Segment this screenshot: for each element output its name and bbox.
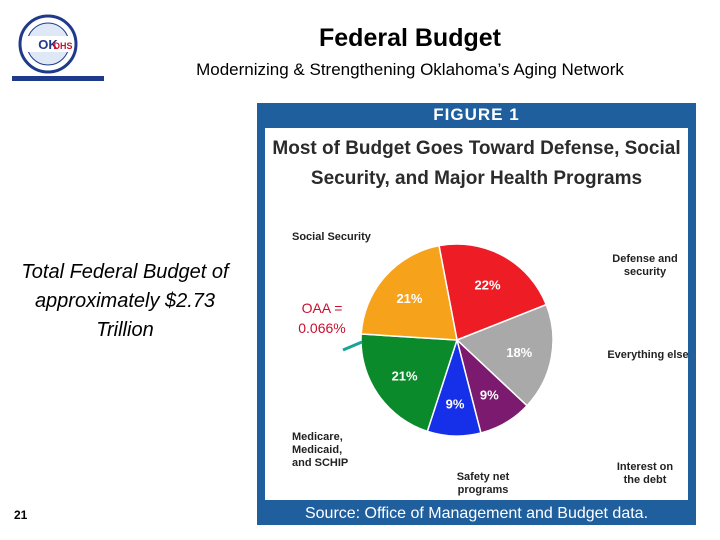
- oaa-arrow: [342, 340, 363, 352]
- oaa-annotation: OAA = 0.066%: [287, 298, 357, 338]
- pie-category-label-2: Everything else: [607, 349, 688, 361]
- pie-slice-2: [455, 303, 554, 407]
- page-title: Federal Budget: [319, 24, 501, 52]
- pie-value-label-5: 21%: [392, 369, 418, 384]
- svg-text:OK: OK: [38, 37, 58, 52]
- pie-category-label-6: Social Security: [292, 231, 372, 243]
- pie-value-label-3: 9%: [480, 388, 499, 403]
- page-number: 21: [14, 508, 28, 522]
- pie-value-label-1: 22%: [475, 277, 501, 292]
- pie-slice-1: [438, 243, 548, 342]
- pie-category-label-4: Safety net programs: [457, 471, 510, 496]
- total-budget-text: Total Federal Budget of approximately $2…: [21, 261, 229, 341]
- pie-value-label-4: 9%: [446, 396, 465, 411]
- pie-category-label-5: Medicare, Medicaid, and SCHIP: [292, 431, 348, 469]
- pie-value-label-2: 18%: [506, 345, 532, 360]
- svg-text:DHS: DHS: [53, 41, 72, 51]
- pie-category-label-3: Interest on the debt: [617, 461, 674, 486]
- figure-label: FIGURE 1: [433, 105, 520, 124]
- page-subtitle: Modernizing & Strengthening Oklahoma’s A…: [196, 60, 624, 79]
- okdhs-logo: OK DHS: [10, 12, 106, 88]
- chart-title: Most of Budget Goes Toward Defense, Soci…: [272, 138, 681, 189]
- pie-category-label-1: Defense and security: [612, 253, 677, 278]
- pie-slice-5: [360, 333, 459, 433]
- pie-slice-6: [360, 244, 458, 341]
- pie-value-label-6: 21%: [396, 291, 422, 306]
- figure-source: Source: Office of Management and Budget …: [304, 505, 649, 522]
